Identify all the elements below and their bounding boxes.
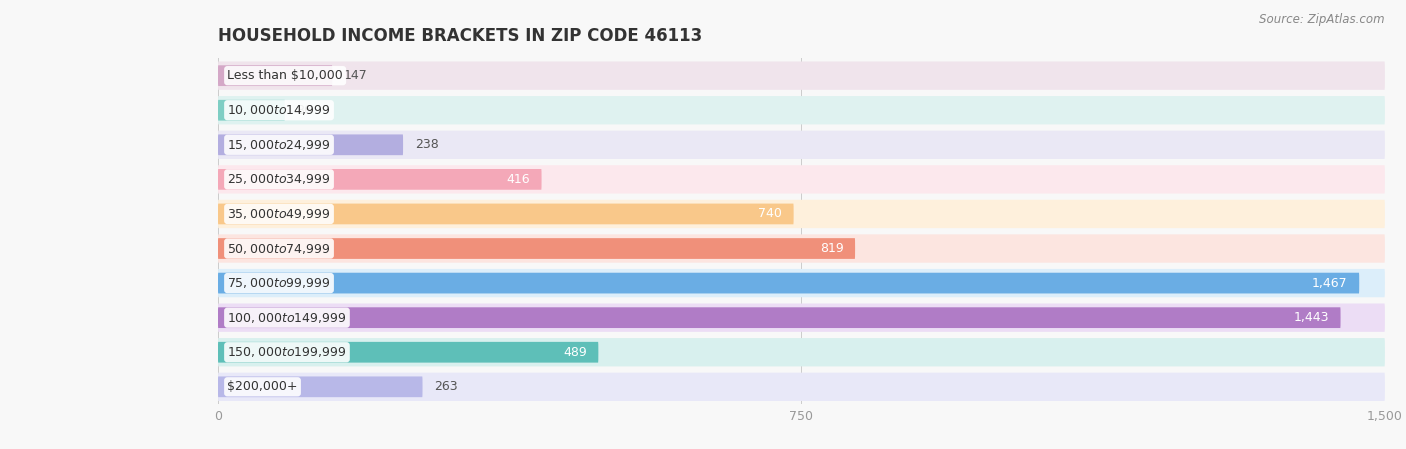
- FancyBboxPatch shape: [218, 373, 1385, 401]
- Text: Less than $10,000: Less than $10,000: [228, 69, 343, 82]
- FancyBboxPatch shape: [218, 376, 423, 397]
- FancyBboxPatch shape: [218, 100, 285, 121]
- Text: 263: 263: [434, 380, 458, 393]
- Text: $75,000 to $99,999: $75,000 to $99,999: [228, 276, 330, 290]
- Text: $50,000 to $74,999: $50,000 to $74,999: [228, 242, 330, 255]
- FancyBboxPatch shape: [218, 273, 1360, 294]
- FancyBboxPatch shape: [218, 200, 1385, 228]
- Text: HOUSEHOLD INCOME BRACKETS IN ZIP CODE 46113: HOUSEHOLD INCOME BRACKETS IN ZIP CODE 46…: [218, 27, 702, 45]
- Text: 489: 489: [562, 346, 586, 359]
- Text: $35,000 to $49,999: $35,000 to $49,999: [228, 207, 330, 221]
- FancyBboxPatch shape: [218, 338, 1385, 366]
- Text: 86: 86: [297, 104, 312, 117]
- Text: 416: 416: [506, 173, 530, 186]
- FancyBboxPatch shape: [218, 62, 1385, 90]
- Text: Source: ZipAtlas.com: Source: ZipAtlas.com: [1260, 13, 1385, 26]
- Text: 819: 819: [820, 242, 844, 255]
- FancyBboxPatch shape: [218, 169, 541, 190]
- FancyBboxPatch shape: [218, 65, 332, 86]
- FancyBboxPatch shape: [218, 269, 1385, 297]
- Text: 1,443: 1,443: [1294, 311, 1329, 324]
- FancyBboxPatch shape: [218, 234, 1385, 263]
- Text: $15,000 to $24,999: $15,000 to $24,999: [228, 138, 330, 152]
- Text: 147: 147: [344, 69, 368, 82]
- Text: 740: 740: [758, 207, 782, 220]
- FancyBboxPatch shape: [218, 134, 404, 155]
- FancyBboxPatch shape: [218, 165, 1385, 194]
- Text: $10,000 to $14,999: $10,000 to $14,999: [228, 103, 330, 117]
- FancyBboxPatch shape: [218, 96, 1385, 124]
- FancyBboxPatch shape: [218, 203, 793, 224]
- FancyBboxPatch shape: [218, 342, 599, 363]
- Text: $200,000+: $200,000+: [228, 380, 298, 393]
- Text: $150,000 to $199,999: $150,000 to $199,999: [228, 345, 347, 359]
- FancyBboxPatch shape: [218, 307, 1340, 328]
- FancyBboxPatch shape: [218, 131, 1385, 159]
- FancyBboxPatch shape: [218, 238, 855, 259]
- Text: $100,000 to $149,999: $100,000 to $149,999: [228, 311, 347, 325]
- Text: $25,000 to $34,999: $25,000 to $34,999: [228, 172, 330, 186]
- FancyBboxPatch shape: [218, 304, 1385, 332]
- Text: 238: 238: [415, 138, 439, 151]
- Text: 1,467: 1,467: [1312, 277, 1347, 290]
